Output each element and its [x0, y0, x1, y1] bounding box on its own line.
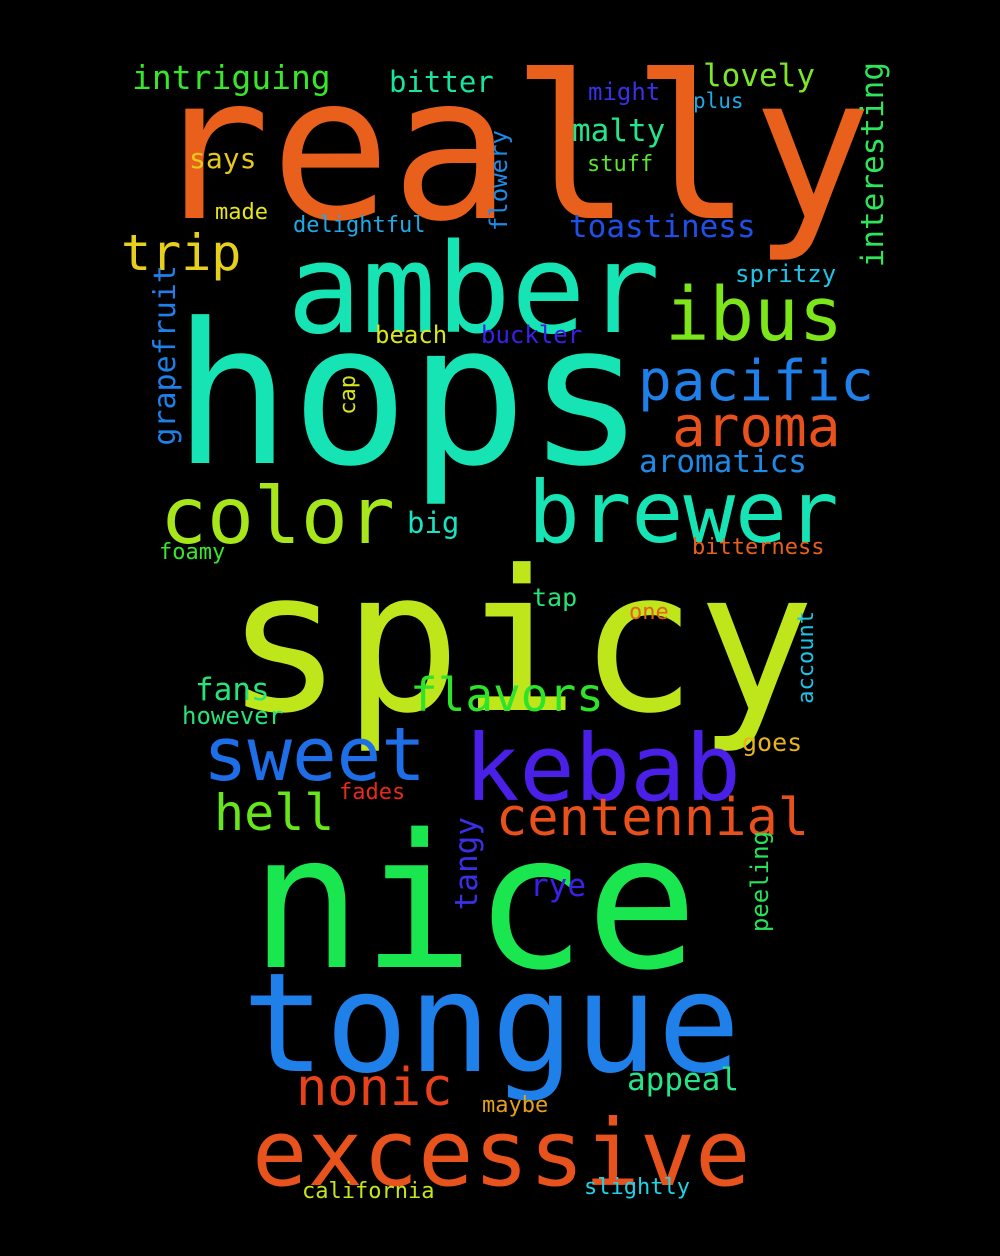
word-made: made — [215, 200, 268, 225]
word-buckler: buckler — [481, 321, 583, 349]
word-color: color — [160, 472, 395, 562]
word-brewer: brewer — [528, 463, 839, 563]
word-aroma: aroma — [672, 395, 841, 460]
word-peeling: peeling — [746, 831, 774, 933]
word-stuff: stuff — [587, 152, 654, 177]
word-flowery: flowery — [485, 130, 513, 232]
word-big: big — [407, 506, 460, 540]
word-fans: fans — [195, 672, 270, 708]
word-rye: rye — [530, 868, 586, 904]
word-appeal: appeal — [627, 1062, 739, 1098]
word-flavors: flavors — [410, 668, 604, 722]
word-one: one — [629, 600, 669, 625]
word-plus: plus — [693, 89, 744, 113]
word-bitter: bitter — [389, 65, 494, 99]
word-really: really — [150, 33, 873, 266]
word-pacific: pacific — [638, 349, 875, 414]
word-kebab: kebab — [464, 715, 741, 822]
word-might: might — [588, 78, 661, 106]
word-hops: hops — [173, 282, 646, 510]
word-however: however — [182, 702, 284, 730]
word-malty: malty — [572, 113, 666, 149]
word-grapefruit: grapefruit — [148, 265, 183, 446]
word-centennial: centennial — [496, 788, 810, 848]
word-california: california — [302, 1179, 435, 1204]
word-hell: hell — [214, 784, 335, 842]
word-foamy: foamy — [159, 540, 226, 565]
word-says: says — [189, 142, 257, 175]
word-nice: nice — [250, 794, 698, 1011]
word-maybe: maybe — [482, 1093, 549, 1118]
word-delightful: delightful — [293, 213, 426, 238]
word-interesting: interesting — [855, 62, 891, 268]
word-fades: fades — [339, 780, 406, 805]
word-bitterness: bitterness — [692, 535, 825, 560]
word-lovely: lovely — [703, 58, 815, 94]
word-excessive: excessive — [252, 1100, 751, 1207]
word-nonic: nonic — [296, 1058, 453, 1118]
word-slightly: slightly — [584, 1175, 690, 1200]
word-ibus: ibus — [665, 272, 844, 358]
word-spicy: spicy — [225, 529, 816, 757]
word-beach: beach — [375, 321, 448, 349]
word-aromatics: aromatics — [639, 444, 807, 480]
word-cap: cap — [336, 375, 361, 415]
word-tongue: tongue — [242, 943, 741, 1104]
word-sweet: sweet — [203, 712, 426, 798]
word-goes: goes — [742, 728, 803, 757]
word-spritzy: spritzy — [735, 260, 837, 288]
word-toastiness: toastiness — [569, 209, 756, 245]
word-trip: trip — [121, 224, 242, 282]
word-intriguing: intriguing — [132, 58, 331, 97]
word-tap: tap — [532, 583, 578, 612]
word-account: account — [794, 611, 819, 704]
word-amber: amber — [287, 218, 661, 362]
word-tangy: tangy — [449, 817, 485, 911]
